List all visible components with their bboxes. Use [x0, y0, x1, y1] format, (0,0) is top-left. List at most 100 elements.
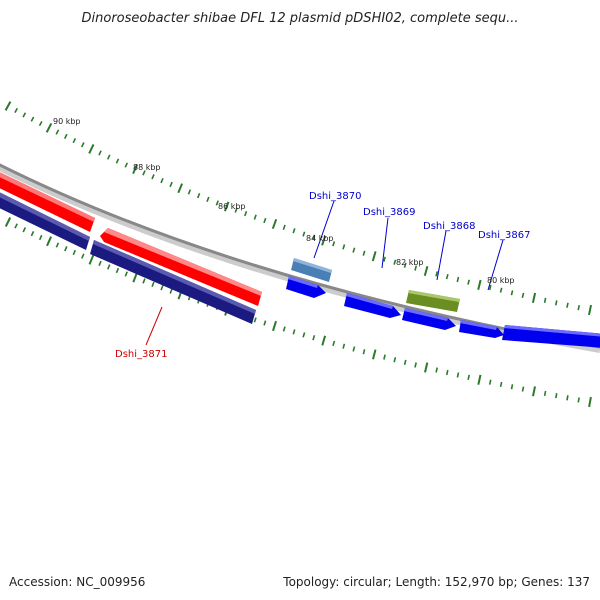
- outer-ring-tick: [206, 196, 210, 202]
- leader-dshi-3867: [487, 239, 504, 291]
- inner-ring-tick: [312, 335, 316, 341]
- outer-ring-tick: [88, 143, 95, 154]
- outer-ring-tick: [196, 193, 201, 199]
- blue-gene-1: [286, 276, 326, 298]
- genome-summary-text: Topology: circular; Length: 152,970 bp; …: [283, 575, 590, 589]
- outer-ring-tick: [352, 247, 356, 253]
- inner-ring-tick: [38, 234, 43, 241]
- outer-tick-ring: [4, 101, 592, 316]
- outer-ring-tick: [55, 129, 60, 135]
- outer-ring-tick: [132, 164, 139, 174]
- outer-ring-tick: [160, 177, 164, 184]
- navy-gene-right-highlight: [93, 240, 256, 314]
- inner-ring-tick: [467, 374, 470, 380]
- inner-ring-tick: [151, 281, 155, 287]
- inner-ring-tick: [435, 367, 438, 373]
- outer-ring-tick: [244, 211, 248, 217]
- tick-label-86: 86 kbp: [218, 202, 246, 211]
- outer-ring-tick: [115, 158, 120, 164]
- outer-ring-tick: [22, 112, 27, 118]
- inner-ring-tick: [383, 354, 386, 360]
- inner-ring-tick: [107, 264, 111, 270]
- inner-ring-tick: [46, 236, 53, 247]
- backbone-shadow: [0, 164, 600, 353]
- inner-ring-tick: [272, 320, 277, 332]
- outer-ring-tick: [292, 228, 296, 234]
- outer-ring-tick: [234, 207, 238, 213]
- label-dshi-3869[interactable]: Dshi_3869: [363, 207, 415, 218]
- outer-ring-tick: [98, 150, 102, 156]
- outer-ring-tick: [223, 201, 230, 212]
- accession-text: Accession: NC_009956: [9, 575, 146, 589]
- inner-ring-tick: [566, 395, 569, 401]
- inner-ring-tick: [142, 278, 146, 284]
- inner-ring-tick: [352, 346, 356, 352]
- outer-ring-tick: [38, 121, 43, 127]
- outer-ring-tick: [151, 174, 155, 180]
- outer-ring-tick: [106, 154, 111, 160]
- outer-ring-tick: [566, 302, 569, 308]
- inner-ring-tick: [424, 362, 429, 373]
- inner-ring-tick: [510, 384, 514, 390]
- label-dshi-3867[interactable]: Dshi_3867: [478, 230, 530, 241]
- navy-gene-right: [90, 240, 256, 324]
- inner-ring-tick: [282, 326, 286, 332]
- inner-ring-tick: [14, 223, 18, 229]
- inner-ring-tick: [115, 267, 120, 274]
- outer-ring-tick: [14, 107, 18, 113]
- inner-ring-tick: [160, 285, 164, 291]
- outer-ring-tick: [543, 297, 547, 303]
- outer-ring-tick: [456, 276, 460, 283]
- label-dshi-3871[interactable]: Dshi_3871: [115, 349, 167, 360]
- inner-ring-tick: [372, 349, 377, 360]
- inner-ring-tick: [488, 379, 492, 385]
- inner-ring-tick: [253, 317, 257, 323]
- outer-ring-tick: [253, 214, 257, 220]
- inner-ring-tick: [456, 372, 460, 378]
- inner-ring-tick: [393, 357, 397, 363]
- leader-dshi-3870: [313, 200, 335, 259]
- outer-ring-tick: [45, 122, 53, 133]
- leader-dshi-3868: [436, 230, 447, 281]
- label-dshi-3870[interactable]: Dshi_3870: [309, 191, 361, 202]
- leader-dshi-3871: [145, 306, 163, 346]
- map-title: Dinoroseobacter shibae DFL 12 plasmid pD…: [81, 11, 519, 26]
- inner-ring-tick: [403, 359, 407, 365]
- inner-ring-tick: [577, 397, 580, 403]
- inner-ring-tick: [332, 340, 336, 347]
- outer-ring-tick: [488, 284, 492, 291]
- tick-label-80: 80 kbp: [487, 276, 515, 285]
- inner-ring-tick: [321, 335, 327, 346]
- outer-ring-tick: [302, 231, 306, 237]
- outer-ring-tick: [423, 265, 429, 277]
- navy-gene-left-highlight: [0, 192, 90, 241]
- outer-ring-tick: [72, 138, 77, 144]
- outer-ring-tick: [187, 189, 192, 195]
- inner-ring-tick: [124, 271, 128, 277]
- outer-ring-tick: [63, 133, 68, 139]
- inner-ring-tick: [132, 272, 138, 283]
- inner-tick-ring: [4, 217, 592, 408]
- inner-ring-tick: [499, 381, 503, 388]
- leader-dshi-3869: [381, 217, 389, 269]
- inner-ring-tick: [521, 386, 525, 392]
- outer-ring-tick: [215, 200, 219, 206]
- inner-ring-tick: [55, 242, 60, 248]
- outer-ring-tick: [554, 300, 558, 306]
- inner-ring-tick: [81, 253, 85, 259]
- inner-ring-tick: [292, 329, 296, 335]
- blue-gene-5: [502, 325, 600, 348]
- tick-label-84: 84 kbp: [306, 234, 334, 243]
- outer-ring-tick: [467, 279, 470, 285]
- outer-ring-tick: [271, 218, 278, 230]
- inner-ring-tick: [169, 288, 173, 294]
- label-dshi-3868[interactable]: Dshi_3868: [423, 221, 475, 232]
- gene-dshi-3870: [291, 258, 332, 282]
- outer-ring-tick: [403, 262, 407, 268]
- inner-ring-tick: [414, 362, 417, 368]
- inner-ring-tick: [98, 260, 102, 267]
- outer-ring-tick: [531, 292, 537, 304]
- inner-ring-tick: [555, 393, 558, 399]
- outer-ring-tick: [588, 304, 592, 316]
